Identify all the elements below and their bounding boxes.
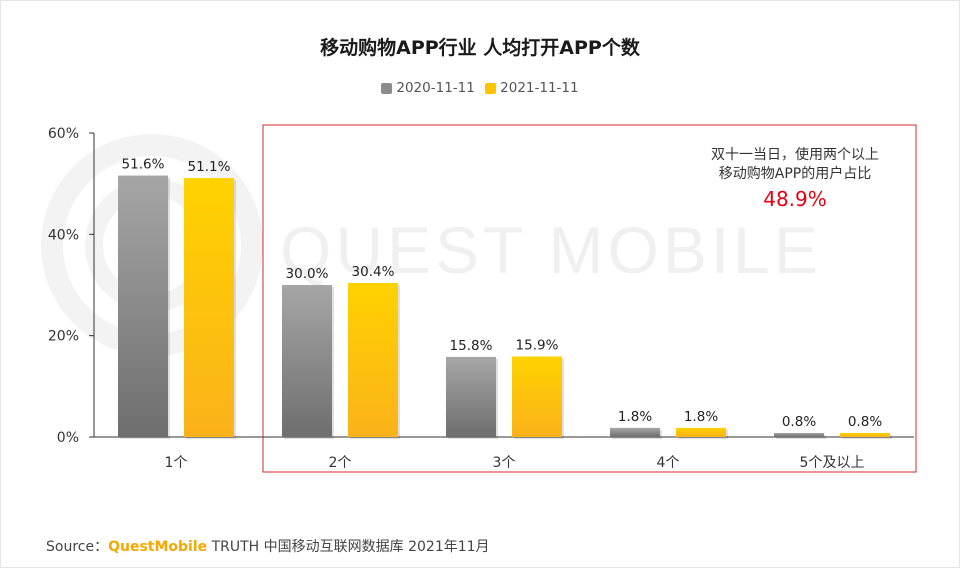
x-tick-label: 2个 — [329, 455, 352, 471]
bar — [840, 432, 890, 437]
data-label: 0.8% — [782, 414, 816, 430]
data-label: 30.4% — [352, 264, 395, 280]
data-label: 51.6% — [122, 157, 165, 173]
annotation-value: 48.9% — [763, 187, 827, 211]
legend-label-2021: 2021-11-11 — [500, 80, 579, 96]
data-label: 0.8% — [848, 414, 882, 430]
source-suffix: TRUTH 中国移动互联网数据库 2021年11月 — [207, 539, 490, 555]
data-label: 15.9% — [516, 337, 559, 353]
bar — [446, 356, 496, 437]
bar — [282, 285, 332, 437]
bar — [774, 432, 824, 437]
x-tick-label: 3个 — [493, 455, 516, 471]
annotation-line-2: 移动购物APP的用户占比 — [718, 166, 872, 182]
legend-item-2020: 2020-11-11 — [381, 80, 475, 96]
bar — [610, 427, 660, 437]
data-label: 15.8% — [450, 338, 493, 354]
bar — [512, 356, 562, 437]
legend-label-2020: 2020-11-11 — [396, 80, 475, 96]
data-label: 30.0% — [286, 266, 329, 282]
source-note: Source：QuestMobile TRUTH 中国移动互联网数据库 2021… — [46, 536, 490, 556]
legend-item-2021: 2021-11-11 — [485, 80, 579, 96]
y-tick-label: 20% — [48, 329, 79, 345]
watermark-text: QUEST MOBILE — [280, 213, 822, 287]
data-label: 1.8% — [684, 409, 718, 425]
legend-swatch-2020 — [381, 82, 393, 94]
x-tick-label: 5个及以上 — [800, 455, 865, 471]
data-label: 51.1% — [188, 159, 231, 175]
bar — [118, 175, 168, 437]
highlight-annotation: 双十一当日，使用两个以上 移动购物APP的用户占比 48.9% — [680, 146, 910, 214]
y-tick-label: 0% — [57, 430, 79, 446]
legend: 2020-11-11 2021-11-11 — [0, 80, 960, 98]
highlight-box — [262, 124, 917, 473]
bar — [348, 282, 398, 437]
legend-swatch-2021 — [485, 82, 497, 94]
source-brand: QuestMobile — [108, 539, 208, 555]
x-tick-label: 4个 — [657, 455, 680, 471]
data-label: 1.8% — [618, 409, 652, 425]
annotation-line-1: 双十一当日，使用两个以上 — [711, 147, 879, 163]
bar — [676, 427, 726, 437]
y-tick-label: 60% — [48, 126, 79, 142]
x-tick-label: 1个 — [165, 455, 188, 471]
source-prefix: Source： — [46, 539, 109, 555]
y-tick-label: 40% — [48, 227, 79, 243]
bar — [184, 178, 234, 438]
chart-title: 移动购物APP行业 人均打开APP个数 — [320, 37, 640, 59]
